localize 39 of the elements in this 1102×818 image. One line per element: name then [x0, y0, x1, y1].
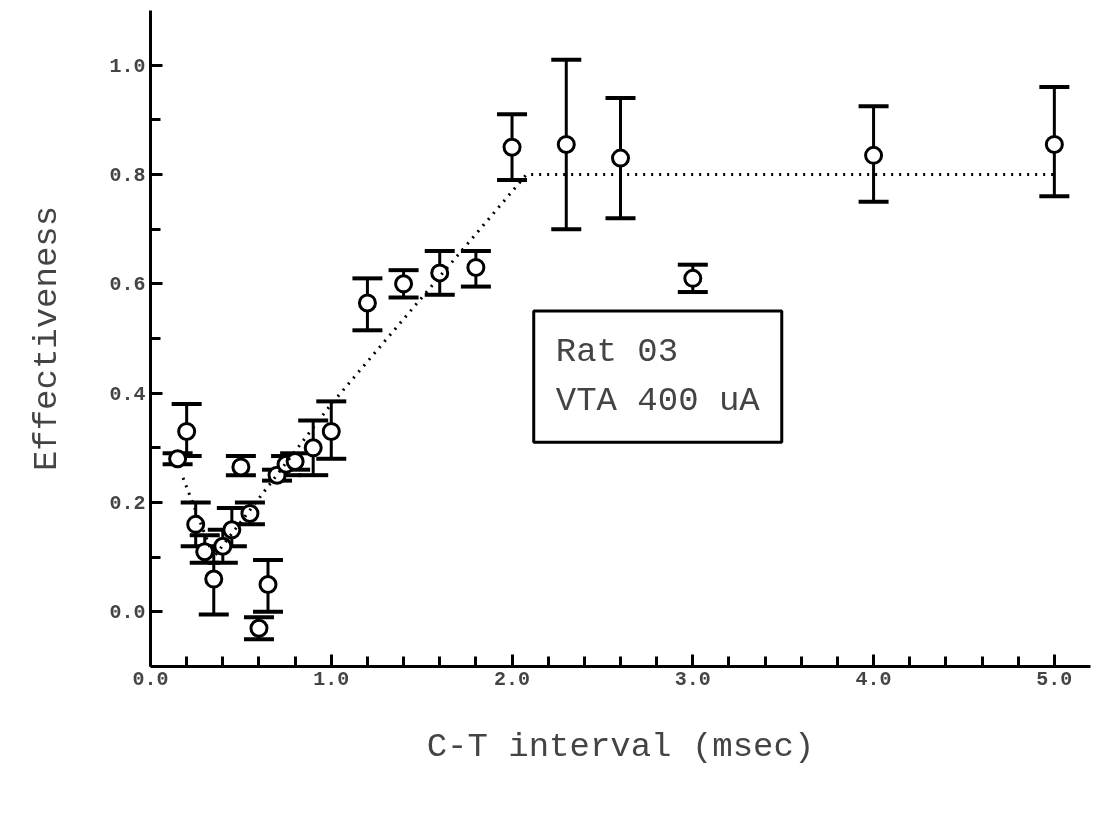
point [502, 137, 522, 157]
y-tick-label: 0.0 [109, 601, 146, 625]
point [195, 542, 215, 562]
point [611, 148, 630, 168]
x-tick-label: 5.0 [1036, 667, 1073, 691]
point [204, 569, 224, 589]
point [683, 268, 703, 288]
point [1044, 134, 1064, 154]
x-tick-label: 4.0 [855, 667, 892, 691]
point [258, 575, 278, 594]
point [213, 536, 233, 556]
point [231, 457, 251, 477]
point [357, 293, 377, 313]
point [285, 452, 305, 471]
x-axis-title: C-T interval (msec) [426, 727, 815, 766]
point [249, 618, 269, 638]
point [168, 449, 188, 469]
point [222, 520, 242, 540]
point [177, 421, 197, 441]
x-tick-label: 2.0 [494, 667, 531, 691]
point [466, 257, 486, 277]
x-tick-label: 3.0 [674, 667, 711, 691]
x-tick-label: 1.0 [313, 667, 350, 691]
point [321, 421, 341, 441]
point [186, 514, 206, 534]
y-tick-label: 0.6 [109, 273, 146, 297]
point [240, 503, 260, 523]
point [864, 145, 884, 165]
x-tick-label: 0.0 [132, 667, 169, 691]
y-tick-label: 0.8 [109, 164, 146, 187]
y-tick-label: 0.2 [109, 492, 146, 515]
y-tick-label: 0.4 [109, 382, 146, 406]
point [556, 134, 576, 154]
point [303, 438, 323, 458]
y-axis-title: Effectiveness [28, 205, 67, 472]
point [394, 274, 414, 294]
point [430, 263, 450, 283]
annotation: Rat 03 VTA 400 uA [555, 332, 761, 421]
y-tick-label: 1.0 [109, 54, 146, 78]
